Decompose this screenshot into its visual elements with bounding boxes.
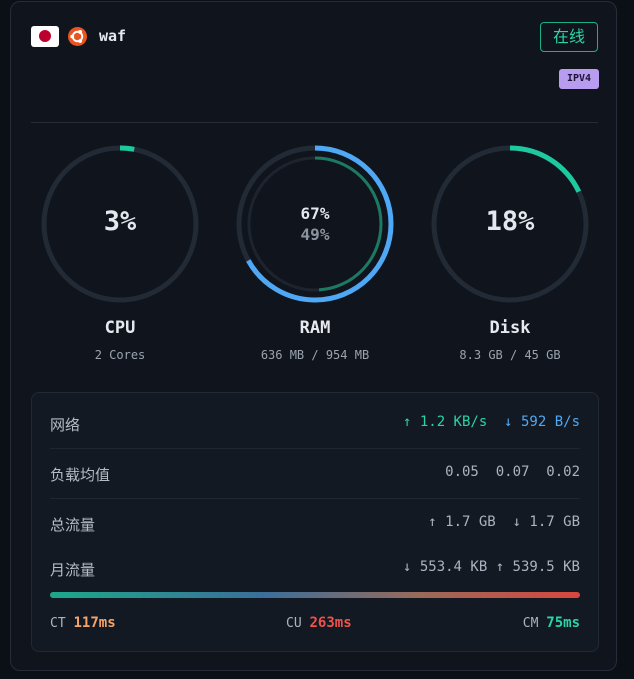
cpu-usage-arc: [41, 145, 199, 303]
latency-cm: CM 75ms: [523, 615, 580, 631]
load-values: 0.05 0.07 0.02: [445, 464, 580, 480]
latency-cu-label: CU: [286, 616, 302, 631]
latency-cm-label: CM: [522, 616, 539, 631]
disk-value: 18%: [485, 206, 535, 237]
ram-secondary-arc: [247, 156, 383, 292]
divider: [31, 122, 598, 123]
total-traffic-values: ↑ 1.7 GB ↓ 1.7 GB: [428, 514, 580, 530]
latency-cu: CU 263ms: [286, 615, 352, 631]
cpu-label: CPU: [104, 318, 136, 338]
cpu-gauge: 3%: [38, 142, 202, 306]
load-row: 负载均值 0.05 0.07 0.02: [50, 464, 580, 484]
disk-label: Disk: [489, 318, 531, 338]
network-label: 网络: [50, 416, 81, 434]
stats-panel: 网络 ↑ 1.2 KB/s ↓ 592 B/s 负载均值 0.05 0.07 0…: [31, 392, 599, 652]
upload-speed: ↑ 1.2 KB/s: [402, 414, 488, 430]
cpu-cores: 2 Cores: [94, 348, 146, 362]
disk-usage-text: 8.3 GB / 45 GB: [459, 348, 561, 362]
ram-secondary-value: 49%: [300, 225, 330, 244]
disk-usage-arc: [431, 145, 589, 303]
japan-flag-icon: [31, 26, 59, 47]
total-traffic-label: 总流量: [50, 516, 96, 534]
download-speed: ↓ 592 B/s: [504, 414, 580, 430]
monthly-traffic-label: 月流量: [50, 561, 96, 579]
row-divider: [50, 448, 580, 449]
traffic-progress-bar: [50, 592, 580, 598]
row-divider: [50, 498, 580, 499]
network-row: 网络 ↑ 1.2 KB/s ↓ 592 B/s: [50, 414, 580, 434]
ubuntu-icon: [68, 27, 87, 46]
ram-label: RAM: [299, 318, 331, 338]
latency-ct-label: CT: [50, 616, 66, 631]
latency-cu-value: 263ms: [309, 615, 352, 631]
ram-gauge: 67% 49%: [233, 142, 397, 306]
latency-cm-value: 75ms: [546, 615, 580, 631]
latency-ct-value: 117ms: [73, 615, 116, 631]
server-card[interactable]: waf 在线 IPV4 3% CPU 2 Cores 67% 49% RAM 6…: [10, 1, 617, 671]
total-traffic-row: 总流量 ↑ 1.7 GB ↓ 1.7 GB: [50, 514, 580, 534]
ram-usage-text: 636 MB / 954 MB: [260, 348, 370, 362]
status-badge: 在线: [540, 22, 598, 52]
cpu-value: 3%: [103, 206, 137, 237]
disk-gauge: 18%: [428, 142, 592, 306]
ram-value: 67%: [300, 204, 330, 223]
monthly-traffic-values: ↓ 553.4 KB ↑ 539.5 KB: [402, 559, 580, 575]
ip-version-badge: IPV4: [559, 69, 599, 89]
server-name: waf: [99, 27, 127, 45]
ram-usage-arc: [236, 145, 394, 303]
monthly-traffic-row: 月流量 ↓ 553.4 KB ↑ 539.5 KB: [50, 559, 580, 579]
latency-ct: CT 117ms: [50, 615, 116, 631]
load-label: 负载均值: [50, 466, 111, 484]
network-speed: ↑ 1.2 KB/s ↓ 592 B/s: [403, 414, 580, 430]
